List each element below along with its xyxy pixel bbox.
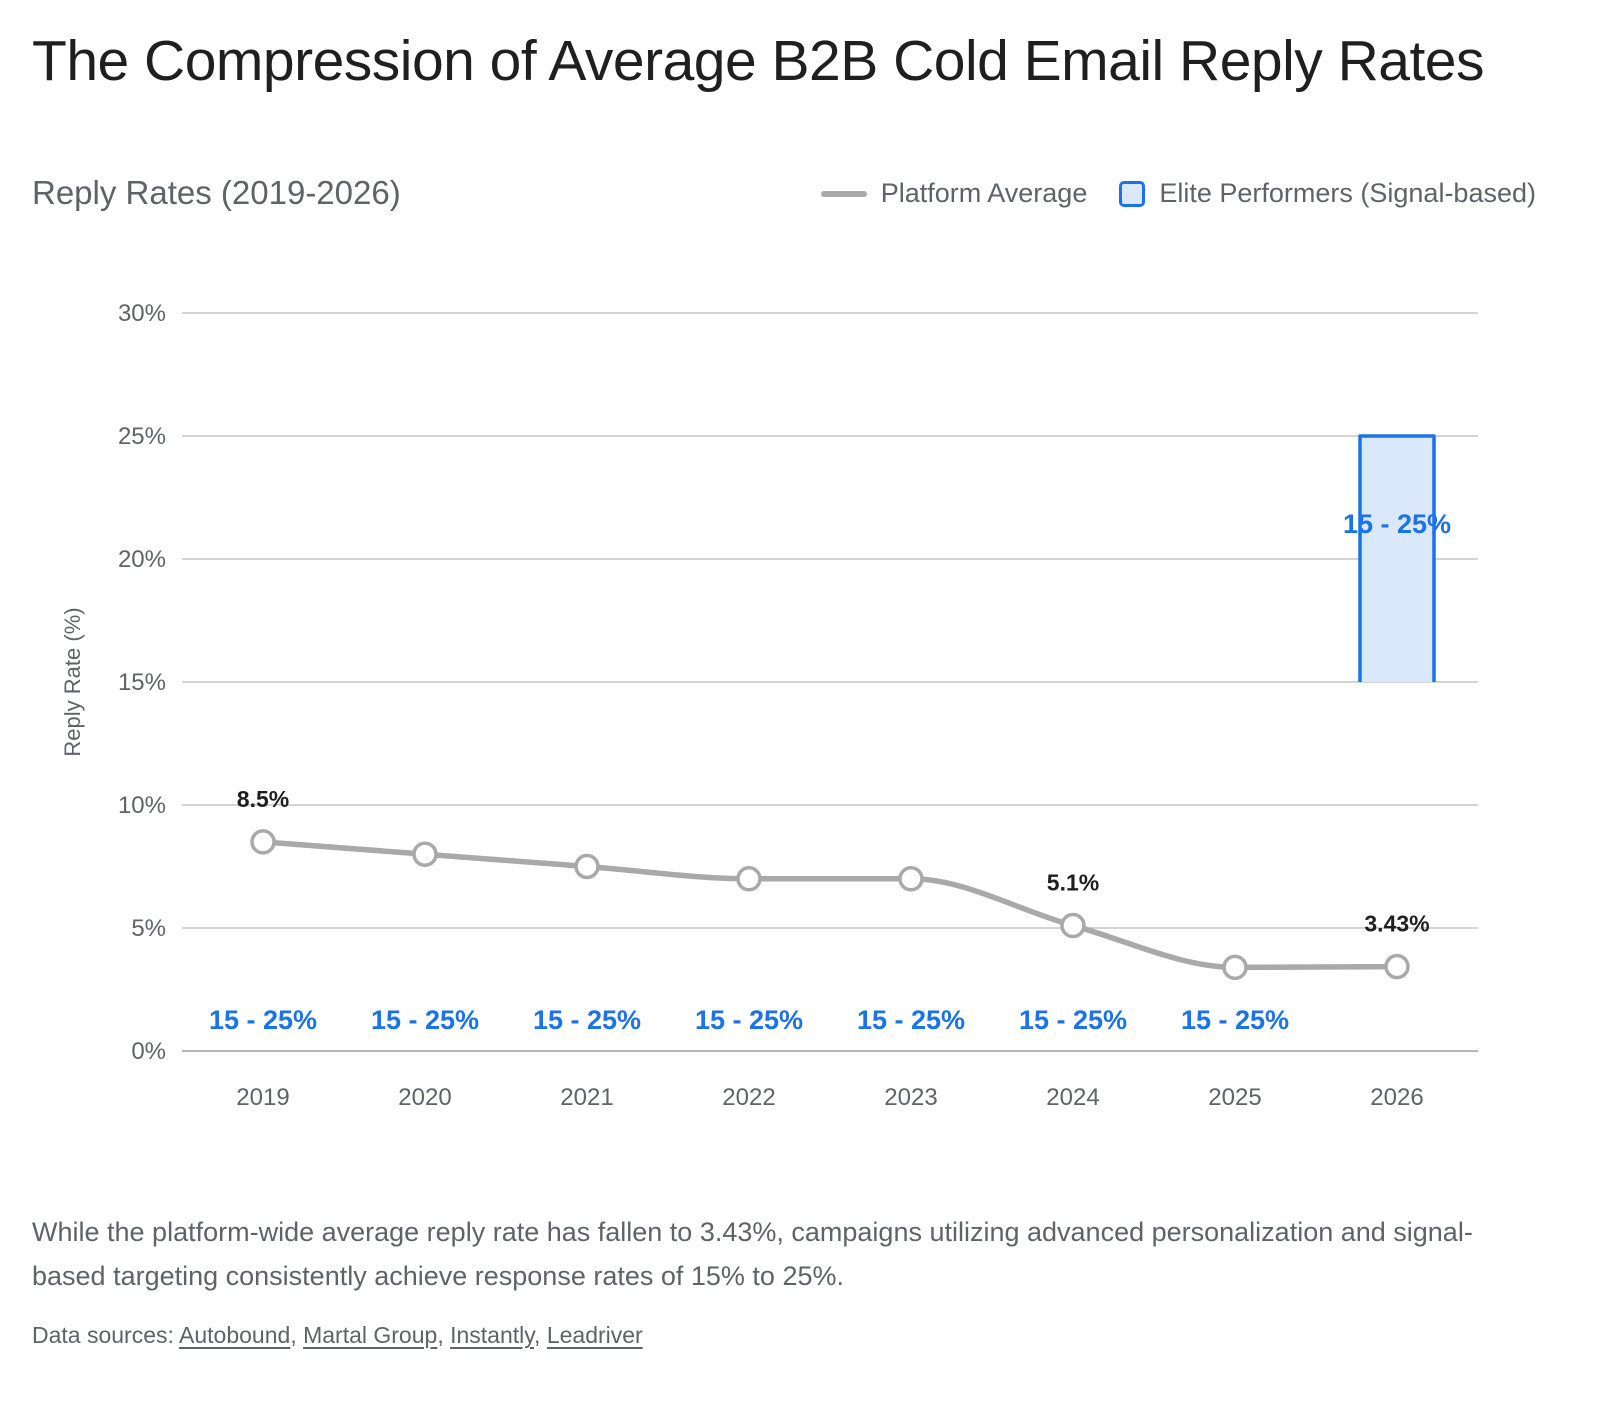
chart-legend: Platform Average Elite Performers (Signa… — [820, 178, 1536, 209]
platform-average-point-label: 5.1% — [1047, 870, 1099, 896]
chart-caption: While the platform-wide average reply ra… — [32, 1217, 1473, 1291]
y-tick-label: 15% — [118, 669, 166, 696]
elite-range-label: 15 - 25% — [695, 1005, 803, 1035]
x-tick-label: 2026 — [1370, 1084, 1423, 1111]
elite-range-label: 15 - 25% — [1343, 509, 1451, 539]
legend-item-elite-performers[interactable]: Elite Performers (Signal-based) — [1119, 178, 1536, 209]
legend-item-platform-average[interactable]: Platform Average — [820, 178, 1088, 209]
x-tick-label: 2025 — [1208, 1084, 1261, 1111]
y-tick-label: 25% — [118, 423, 166, 450]
source-link-autobound[interactable]: Autobound — [179, 1322, 291, 1348]
y-tick-label: 5% — [131, 915, 166, 942]
source-link-instantly[interactable]: Instantly — [450, 1322, 535, 1348]
source-link-leadriver[interactable]: Leadriver — [546, 1322, 643, 1348]
legend-line-swatch — [820, 190, 867, 197]
legend-box-swatch — [1119, 180, 1146, 207]
elite-range-label: 15 - 25% — [1019, 1005, 1127, 1035]
y-tick-label: 0% — [131, 1038, 166, 1065]
platform-average-point-label: 3.43% — [1364, 911, 1429, 937]
platform-average-point — [1060, 912, 1086, 939]
x-tick-label: 2019 — [236, 1084, 289, 1111]
x-tick-label: 2021 — [560, 1084, 613, 1111]
y-tick-label: 10% — [118, 792, 166, 819]
legend-label-platform-average: Platform Average — [880, 178, 1088, 208]
platform-average-line — [260, 839, 1400, 971]
chart-title: The Compression of Average B2B Cold Emai… — [32, 29, 1485, 93]
source-link-martal-group[interactable]: Martal Group — [303, 1322, 438, 1348]
platform-average-point — [898, 866, 924, 892]
sources-prefix: Data sources: — [32, 1322, 174, 1348]
x-tick-label: 2023 — [884, 1084, 937, 1111]
chart-subtitle: Reply Rates (2019-2026) — [32, 174, 401, 211]
platform-average-point — [412, 841, 438, 867]
x-tick-label: 2020 — [398, 1084, 451, 1111]
platform-average-point — [1384, 953, 1410, 980]
x-tick-label: 2024 — [1046, 1084, 1099, 1111]
platform-average-point — [1222, 954, 1248, 981]
x-tick-label: 2022 — [722, 1084, 775, 1111]
elite-range-label: 15 - 25% — [857, 1005, 965, 1035]
y-tick-label: 30% — [118, 300, 166, 327]
y-axis-title: Reply Rate (%) — [60, 607, 85, 756]
elite-range-label: 15 - 25% — [533, 1005, 641, 1035]
elite-range-label: 15 - 25% — [209, 1005, 317, 1035]
reply-rate-chart: 0% 5% 10% 15% 20% 25% 30% Reply Rate (%) 2019 202… — [60, 300, 1478, 1111]
legend-label-elite-performers: Elite Performers (Signal-based) — [1159, 178, 1536, 208]
elite-range-label: 15 - 25% — [371, 1005, 479, 1035]
y-tick-label: 20% — [118, 546, 166, 573]
platform-average-point — [574, 853, 600, 880]
platform-average-point-label: 8.5% — [237, 786, 289, 812]
data-sources: Data sources: Autobound, Martal Group, I… — [32, 1322, 643, 1348]
platform-average-point — [736, 866, 762, 892]
platform-average-point — [250, 829, 276, 855]
elite-range-label: 15 - 25% — [1181, 1005, 1289, 1035]
elite-range-bar — [1360, 436, 1434, 682]
elite-range-bar-outline — [1358, 434, 1436, 682]
